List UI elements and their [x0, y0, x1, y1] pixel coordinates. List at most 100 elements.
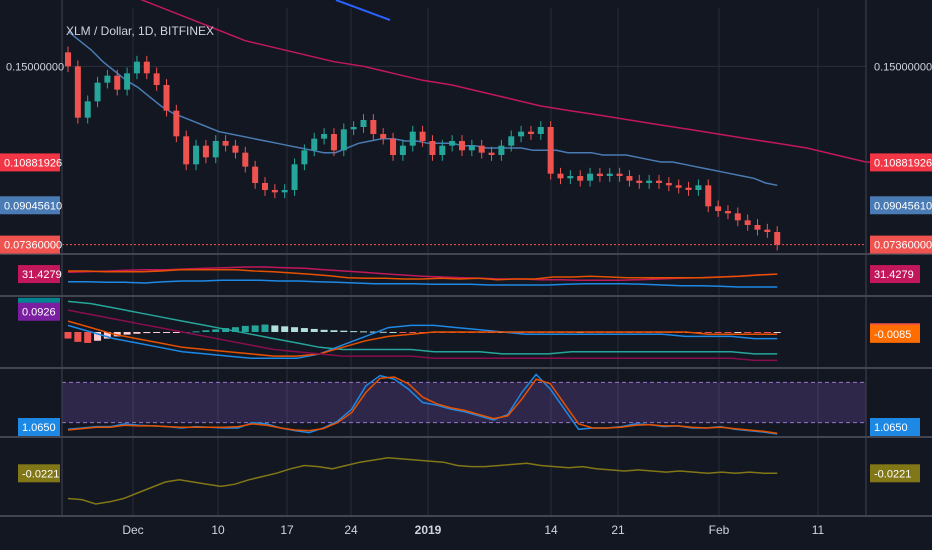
pane-dividers[interactable] — [0, 0, 932, 517]
candle-body — [468, 145, 475, 151]
price-label-bg — [0, 196, 60, 215]
candle-body — [153, 73, 160, 85]
indicator-label-bg — [18, 265, 60, 284]
indicator-line — [67, 300, 778, 355]
candle-body — [508, 136, 515, 146]
candle-body — [744, 220, 751, 225]
histogram-bar — [123, 332, 131, 335]
indicator-label-bg — [870, 265, 920, 284]
histogram-bar — [350, 331, 358, 333]
candle-body — [232, 145, 239, 153]
moving-average-slow — [140, 0, 896, 164]
histogram-bar — [133, 332, 141, 334]
histogram-bar — [330, 330, 338, 332]
candle-body — [705, 185, 712, 207]
histogram-bar — [153, 332, 161, 333]
histogram-bar — [251, 325, 259, 332]
candle-body — [94, 82, 101, 102]
histogram-bar — [291, 327, 299, 332]
candle-body — [380, 134, 387, 139]
candle-body — [252, 166, 259, 183]
candle-body — [84, 101, 91, 118]
candle-body — [133, 61, 140, 74]
candle-body — [646, 180, 653, 183]
candle-body — [459, 141, 465, 151]
candle-body — [74, 66, 81, 118]
indicator-label-bg — [870, 464, 920, 483]
histogram-bar — [143, 332, 151, 334]
histogram-bar — [261, 324, 269, 332]
candle-body — [301, 150, 308, 165]
x-tick-label: Feb — [709, 523, 730, 537]
candle-body — [409, 131, 416, 146]
candle-body — [774, 232, 781, 245]
chart-title: XLM / Dollar, 1D, BITFINEX — [66, 24, 214, 38]
indicator-line — [67, 320, 778, 357]
histogram-bar — [724, 332, 732, 333]
indicator-label-bg — [18, 302, 60, 321]
price-label: 0.09045610 — [874, 200, 932, 212]
price-label-bg — [0, 235, 60, 254]
histogram-bar — [399, 332, 407, 333]
candle-body — [390, 138, 397, 155]
histogram-bar — [192, 331, 200, 333]
candle-body — [330, 134, 337, 151]
indicator-label: -0.0221 — [874, 468, 911, 480]
x-tick-label: Dec — [122, 523, 143, 537]
candle-body — [114, 75, 121, 90]
indicator-label-bg — [18, 464, 60, 483]
indicator-label: 31.4279 — [874, 269, 914, 281]
candle-body — [636, 180, 643, 183]
histogram-bar — [202, 330, 210, 332]
x-tick-label: 2019 — [415, 523, 442, 537]
histogram-bar — [172, 332, 180, 333]
candle-body — [498, 145, 505, 155]
candle-body — [754, 225, 761, 230]
x-tick-label: 24 — [344, 523, 358, 537]
histogram-bar — [379, 331, 387, 333]
x-tick-label: 21 — [611, 523, 625, 537]
candle-body — [577, 176, 584, 181]
indicator-pane-4 — [67, 457, 778, 505]
candle-body — [724, 211, 731, 214]
candle-body — [449, 141, 456, 146]
histogram-bar — [271, 325, 279, 332]
histogram-bar — [320, 329, 328, 332]
indicator-line — [68, 268, 778, 281]
candle-body — [596, 173, 603, 176]
candle-body — [478, 145, 485, 153]
histogram-bar — [704, 332, 712, 333]
candle-body — [518, 131, 525, 137]
price-pane[interactable] — [62, 0, 896, 251]
histogram-bar — [340, 330, 348, 332]
x-tick-label: 17 — [280, 523, 294, 537]
candle-body — [163, 85, 170, 111]
histogram-bar — [74, 332, 82, 342]
y-tick-label: 0.15000000 — [6, 61, 64, 73]
histogram-bar — [409, 332, 417, 333]
histogram-bar — [754, 332, 761, 333]
histogram-bar — [241, 325, 249, 332]
histogram-bar — [64, 332, 72, 339]
indicator-label: 31.4279 — [22, 269, 62, 281]
histogram-bar — [103, 332, 111, 339]
candle-body — [665, 183, 672, 186]
histogram-bar — [734, 332, 742, 333]
histogram-bar — [369, 331, 377, 333]
candle-body — [242, 152, 249, 167]
indicator-pane-3 — [62, 373, 866, 435]
stochastic-band — [62, 382, 866, 423]
candle-body — [656, 180, 662, 183]
candle-body — [685, 187, 692, 190]
indicator-line — [67, 376, 778, 435]
candle-body — [488, 152, 495, 155]
histogram-bar — [300, 328, 308, 332]
candle-body — [616, 173, 623, 176]
indicator-line — [68, 279, 778, 288]
candle-body — [173, 110, 180, 137]
price-label-bg — [870, 235, 932, 254]
grid-lines — [62, 8, 866, 515]
indicator-line — [67, 309, 778, 362]
